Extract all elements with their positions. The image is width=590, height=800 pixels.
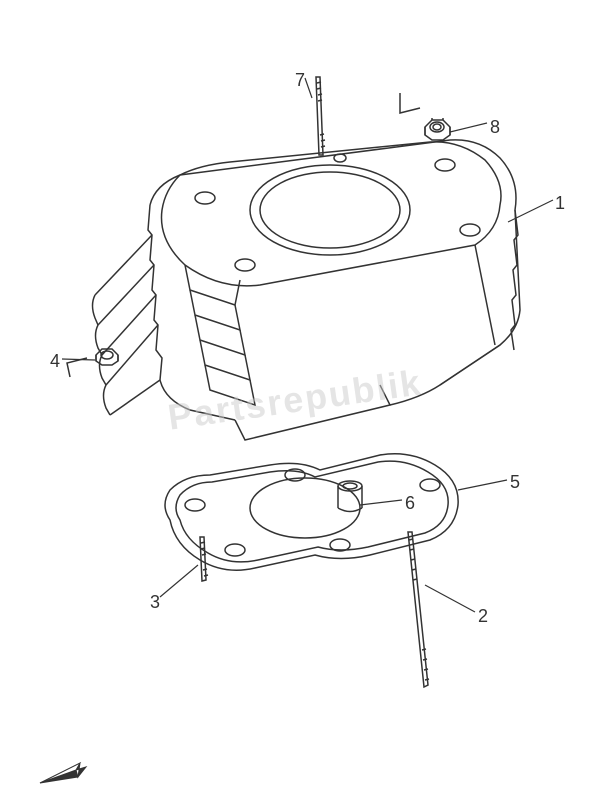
parts-diagram: 1 2 3 4 5 6 7 8 Partsrepublik — [0, 0, 590, 800]
leader-lines — [0, 0, 590, 800]
